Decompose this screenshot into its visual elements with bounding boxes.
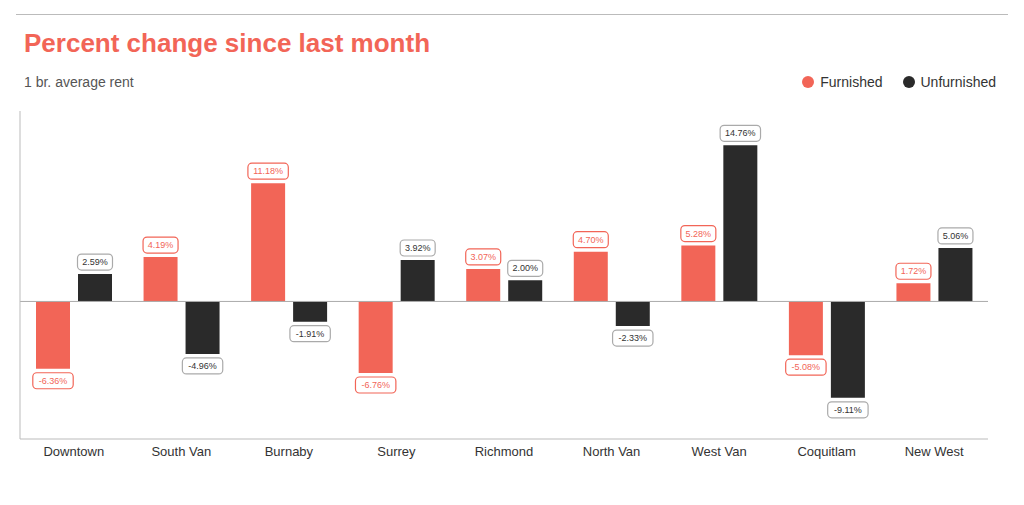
html-text:Unfurnished: Unfurnished [920, 74, 996, 90]
svg-text:5.28%: 5.28% [686, 229, 712, 239]
svg-text:-6.76%: -6.76% [361, 380, 390, 390]
svg-text:1.72%: 1.72% [901, 266, 927, 276]
svg-text:New West: New West [905, 444, 964, 459]
svg-text:-6.36%: -6.36% [39, 376, 68, 386]
svg-text:4.19%: 4.19% [148, 240, 174, 250]
svg-text:3.07%: 3.07% [470, 252, 496, 262]
svg-text:-1.91%: -1.91% [296, 329, 325, 339]
svg-text:4.70%: 4.70% [578, 235, 604, 245]
svg-text:-9.11%: -9.11% [834, 405, 862, 415]
svg-text:14.76%: 14.76% [725, 128, 756, 138]
svg-text:-4.96%: -4.96% [188, 361, 217, 371]
svg-text:Coquitlam: Coquitlam [797, 444, 856, 459]
svg-text:West Van: West Van [692, 444, 747, 459]
svg-text:11.18%: 11.18% [253, 166, 283, 176]
svg-text:-2.33%: -2.33% [619, 333, 648, 343]
svg-text:3.92%: 3.92% [405, 243, 431, 253]
html-text:1 br. average rent: 1 br. average rent [24, 74, 134, 90]
svg-text:2.00%: 2.00% [512, 263, 538, 273]
svg-text:Richmond: Richmond [475, 444, 534, 459]
svg-text:North Van: North Van [583, 444, 641, 459]
svg-text:Downtown: Downtown [43, 444, 104, 459]
svg-text:2.59%: 2.59% [82, 257, 108, 267]
svg-text:5.06%: 5.06% [943, 231, 969, 241]
html-text:Percent change since last mont: Percent change since last month [24, 28, 430, 58]
html-text:Furnished: Furnished [820, 74, 883, 90]
svg-text:Surrey: Surrey [377, 444, 416, 459]
svg-text:South Van: South Van [151, 444, 211, 459]
svg-text:-5.08%: -5.08% [792, 362, 821, 372]
svg-text:Burnaby: Burnaby [265, 444, 314, 459]
